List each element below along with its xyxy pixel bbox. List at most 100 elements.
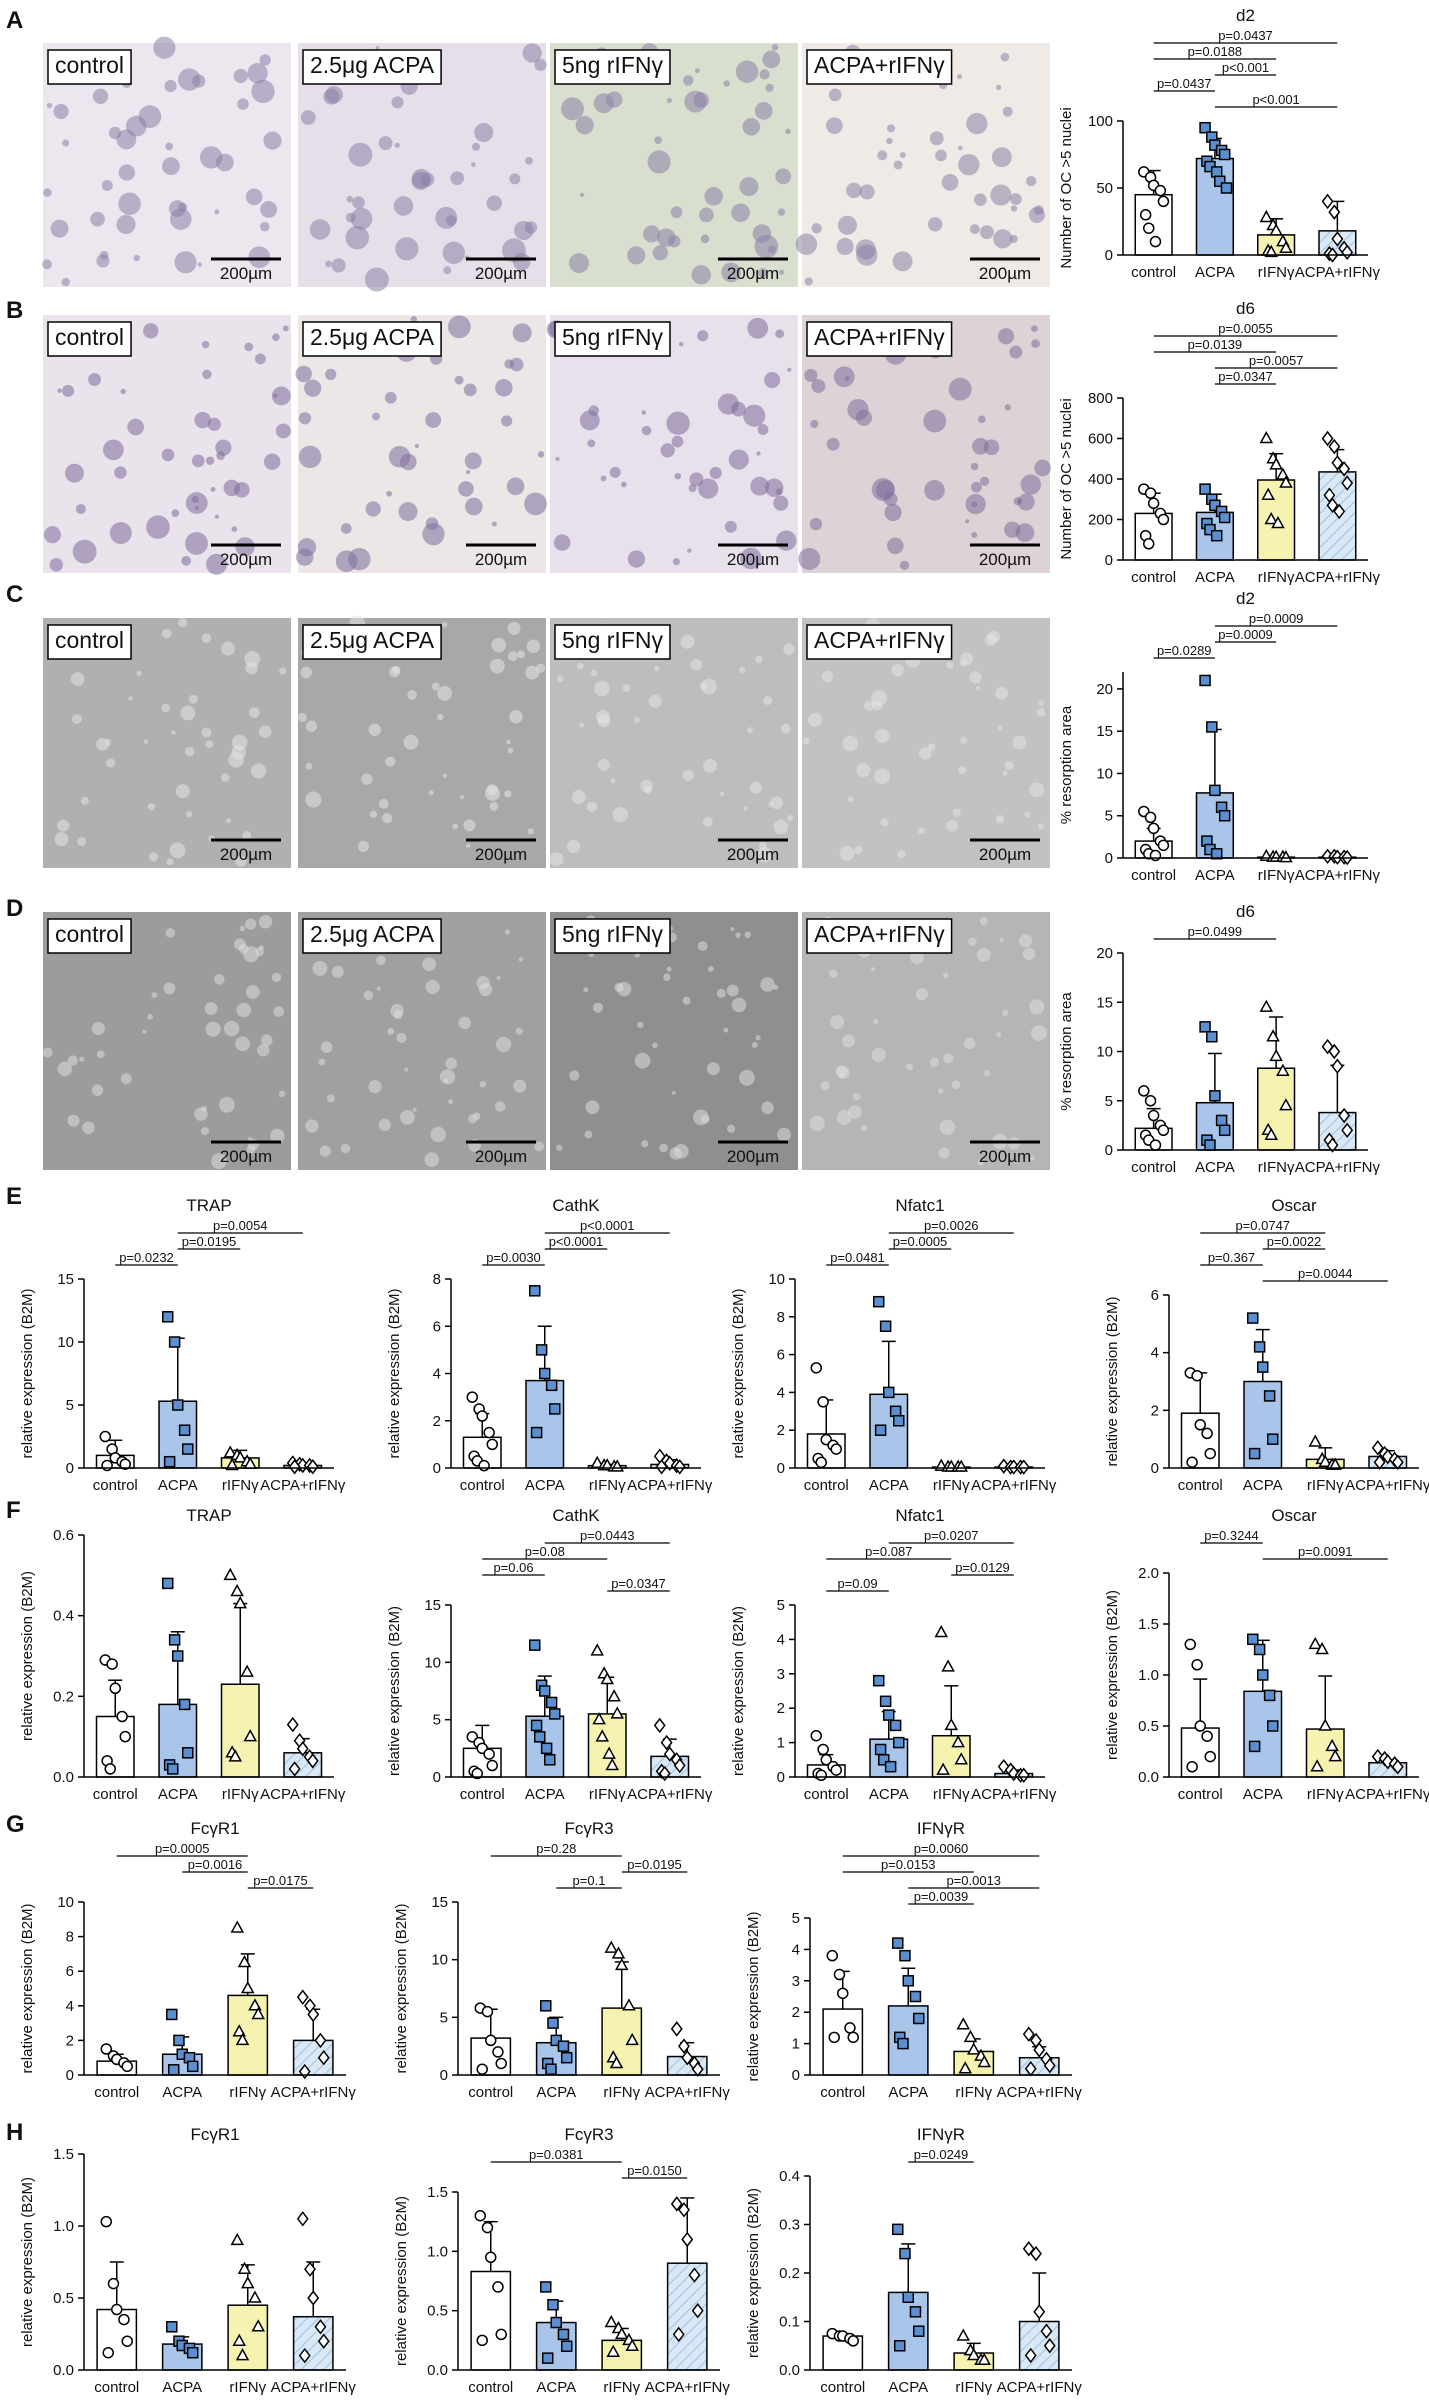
data-point	[1341, 475, 1354, 491]
image-label: control	[55, 921, 124, 947]
cell	[614, 982, 624, 992]
cell	[512, 323, 532, 343]
cell	[755, 1035, 761, 1041]
cell	[848, 1105, 862, 1119]
data-point	[539, 1685, 551, 1697]
cell	[261, 1034, 273, 1046]
data-point	[1247, 1312, 1259, 1324]
cell	[489, 658, 505, 674]
cell	[221, 641, 235, 656]
cell	[939, 1119, 956, 1136]
data-point	[182, 1747, 194, 1759]
cell	[363, 990, 374, 1001]
x-tick-label: ACPA	[869, 1477, 909, 1494]
y-axis-label: relative expression (B2M)	[393, 1903, 410, 2073]
data-point	[99, 1430, 111, 1443]
data-point	[815, 1769, 827, 1782]
cell	[750, 476, 770, 496]
cell	[948, 377, 972, 401]
x-tick-label: rIFNγ	[933, 1477, 970, 1494]
y-tick-label: 10	[431, 1952, 448, 1969]
y-axis-label: relative expression (B2M)	[393, 2196, 410, 2366]
data-point	[186, 2346, 199, 2359]
cell	[404, 1067, 409, 1072]
cell	[491, 637, 507, 653]
data-point	[1279, 850, 1293, 863]
y-axis-label: Number of OC >5 nuclei	[1058, 107, 1075, 268]
cell	[897, 849, 906, 859]
cell	[1009, 345, 1023, 359]
cell	[683, 75, 694, 86]
cell	[743, 404, 766, 427]
cell	[331, 258, 346, 273]
y-tick-label: 0	[1105, 1142, 1113, 1159]
cell	[194, 411, 211, 429]
p-value: p=0.0129	[955, 1560, 1010, 1575]
data-point	[539, 1367, 551, 1380]
cell	[62, 384, 75, 397]
data-point	[1310, 1759, 1324, 1772]
cell	[773, 495, 789, 511]
data-point	[820, 1754, 832, 1766]
cell	[735, 932, 741, 938]
x-tick-label: rIFNγ	[1258, 569, 1295, 586]
y-tick-label: 100	[1088, 113, 1113, 130]
y-tick-label: 10	[768, 1271, 785, 1288]
cell	[836, 237, 854, 256]
data-point	[883, 1386, 895, 1399]
cell	[979, 476, 990, 486]
data-point	[681, 2231, 694, 2248]
cell	[880, 818, 889, 827]
cell	[228, 751, 244, 768]
data-point	[977, 2054, 991, 2068]
cell	[91, 1084, 104, 1096]
cell	[1002, 1009, 1009, 1017]
data-point	[833, 1968, 846, 1981]
cell	[929, 131, 944, 146]
cell	[214, 514, 219, 519]
x-tick-label: rIFNγ	[955, 2084, 992, 2101]
cell	[458, 481, 474, 497]
cell	[207, 417, 221, 431]
cell	[507, 747, 514, 754]
cell	[1029, 999, 1045, 1015]
cell	[1020, 474, 1042, 495]
data-point	[172, 1650, 184, 1662]
cell	[761, 1101, 774, 1115]
data-point	[100, 2043, 113, 2055]
data-point	[1040, 2323, 1053, 2339]
cell	[226, 818, 231, 824]
cell	[442, 241, 465, 265]
data-point	[1191, 1369, 1203, 1382]
scale-label: 200µm	[979, 1147, 1031, 1166]
y-tick-label: 0.4	[779, 2168, 800, 2185]
cell	[701, 678, 717, 695]
x-tick-label: ACPA	[1195, 867, 1235, 884]
cell	[946, 661, 954, 669]
y-tick-label: 0	[66, 1460, 74, 1477]
image-label: 2.5μg ACPA	[310, 627, 435, 653]
cell	[970, 462, 979, 471]
p-value: p=0.0499	[1188, 924, 1243, 939]
data-point	[604, 2314, 619, 2328]
label-box	[806, 624, 953, 660]
data-point	[1147, 822, 1160, 835]
cell	[412, 1107, 417, 1112]
cell	[1031, 1025, 1047, 1041]
y-tick-label: 0.0	[53, 2362, 74, 2379]
y-tick-label: 0	[777, 1460, 785, 1477]
p-value: p=0.0437	[1218, 28, 1273, 43]
cell	[627, 246, 646, 265]
data-point	[1199, 121, 1211, 134]
p-value: p=0.0044	[1298, 1266, 1353, 1281]
cell	[983, 439, 1000, 456]
cell	[259, 54, 271, 66]
cell	[575, 116, 594, 135]
x-tick-label: control	[468, 2379, 513, 2396]
cell	[443, 1078, 449, 1083]
cell	[1017, 493, 1035, 511]
cell	[777, 1127, 791, 1142]
cell	[445, 1057, 458, 1070]
cell	[218, 1096, 235, 1113]
data-point	[1144, 487, 1157, 499]
